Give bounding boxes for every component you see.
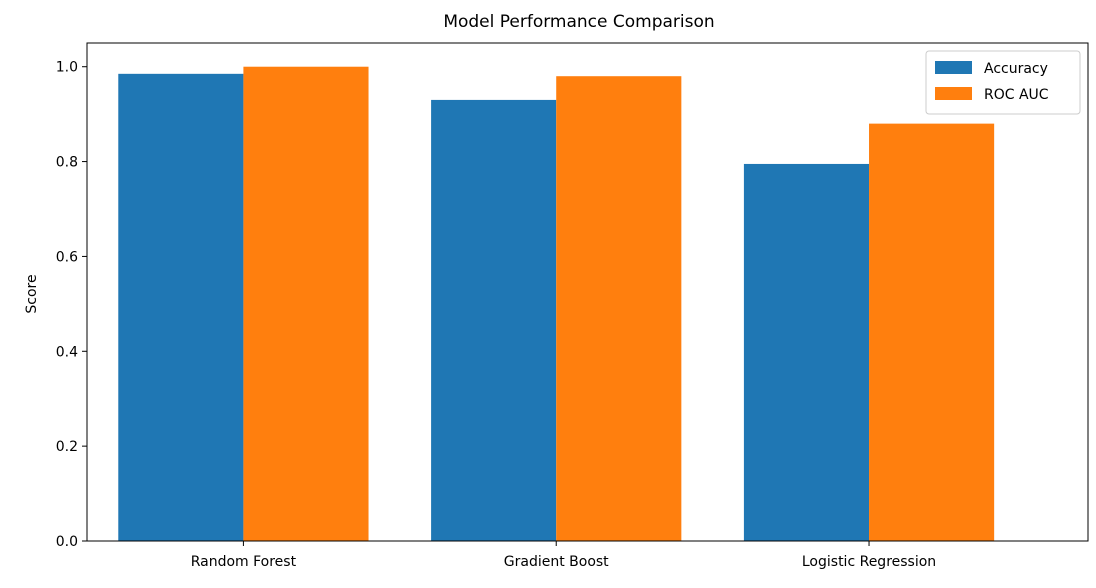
y-tick-label: 0.0: [56, 534, 78, 550]
bar-roc-auc-random-forest: [243, 66, 369, 541]
legend-label: Accuracy: [984, 61, 1048, 77]
bar-accuracy-logistic-regression: [743, 163, 870, 541]
x-tick-label: Logistic Regression: [802, 554, 936, 570]
plot-area-frame: [86, 42, 1089, 542]
y-axis-label: Score: [24, 274, 40, 313]
bar-accuracy-random-forest: [118, 73, 244, 541]
y-axis-ticks: 0.0 0.2 0.4 0.6 0.8 1.0: [56, 60, 87, 550]
legend-swatch: [935, 87, 972, 100]
x-tick-label: Gradient Boost: [504, 554, 609, 570]
bar-accuracy-gradient-boost: [431, 99, 557, 542]
bar-roc-auc-logistic-regression: [869, 123, 995, 541]
y-tick-label: 0.6: [56, 249, 78, 265]
legend: Accuracy ROC AUC: [925, 50, 1081, 115]
chart-title: Model Performance Comparison: [443, 12, 714, 32]
y-tick-label: 0.8: [56, 155, 78, 171]
legend-swatch: [935, 61, 972, 74]
y-tick-label: 0.2: [56, 439, 78, 455]
bars-layer: [118, 66, 995, 542]
y-tick-label: 1.0: [56, 60, 78, 76]
bar-roc-auc-gradient-boost: [556, 76, 682, 541]
legend-label: ROC AUC: [984, 87, 1049, 103]
x-axis-ticks: Random Forest Gradient Boost Logistic Regr…: [191, 541, 936, 570]
y-tick-label: 0.4: [56, 344, 78, 360]
x-tick-label: Random Forest: [191, 554, 297, 570]
